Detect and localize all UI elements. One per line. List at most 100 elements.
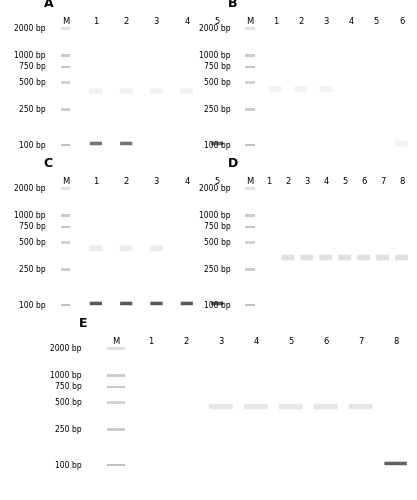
FancyBboxPatch shape — [279, 404, 303, 409]
Text: 4: 4 — [349, 17, 354, 26]
FancyBboxPatch shape — [395, 254, 408, 260]
Text: 2000 bp: 2000 bp — [199, 184, 230, 193]
Text: 750 bp: 750 bp — [19, 222, 46, 231]
FancyBboxPatch shape — [90, 142, 102, 145]
Text: 1: 1 — [273, 17, 278, 26]
Text: A: A — [44, 0, 53, 10]
Text: M: M — [246, 177, 254, 186]
Bar — [245, 226, 255, 228]
Text: 1: 1 — [148, 337, 153, 346]
Text: M: M — [112, 337, 120, 346]
Text: M: M — [62, 17, 69, 26]
Text: 500 bp: 500 bp — [19, 78, 46, 87]
Text: 1000 bp: 1000 bp — [14, 211, 46, 220]
FancyBboxPatch shape — [120, 246, 133, 251]
Text: 100 bp: 100 bp — [19, 301, 46, 310]
Text: 250 bp: 250 bp — [204, 105, 230, 114]
Text: 1000 bp: 1000 bp — [199, 211, 230, 220]
Text: 500 bp: 500 bp — [203, 238, 230, 247]
Text: B: B — [229, 0, 238, 10]
FancyBboxPatch shape — [89, 246, 102, 251]
FancyBboxPatch shape — [281, 254, 294, 260]
Text: 100 bp: 100 bp — [55, 461, 81, 470]
Text: 5: 5 — [214, 177, 220, 186]
Text: 5: 5 — [214, 17, 220, 26]
Text: 2: 2 — [298, 17, 303, 26]
Text: 3: 3 — [154, 17, 159, 26]
Text: 750 bp: 750 bp — [19, 62, 46, 71]
Text: 3: 3 — [218, 337, 224, 346]
Bar — [61, 268, 70, 270]
Text: 5: 5 — [374, 17, 379, 26]
FancyBboxPatch shape — [349, 404, 372, 409]
FancyBboxPatch shape — [181, 88, 193, 94]
FancyBboxPatch shape — [294, 86, 307, 92]
Bar — [245, 144, 255, 146]
Text: 750 bp: 750 bp — [203, 62, 230, 71]
Bar — [61, 27, 70, 30]
Bar — [245, 304, 255, 306]
Bar — [245, 108, 255, 110]
FancyBboxPatch shape — [150, 246, 163, 251]
Text: 4: 4 — [323, 177, 329, 186]
Text: 5: 5 — [342, 177, 347, 186]
Bar — [61, 304, 70, 306]
Bar — [61, 214, 70, 216]
Text: 750 bp: 750 bp — [55, 382, 81, 391]
Text: 500 bp: 500 bp — [19, 238, 46, 247]
Text: D: D — [229, 157, 239, 170]
Text: M: M — [62, 177, 69, 186]
FancyBboxPatch shape — [314, 404, 338, 409]
Text: 250 bp: 250 bp — [55, 425, 81, 434]
Text: 2000 bp: 2000 bp — [14, 24, 46, 33]
FancyBboxPatch shape — [89, 88, 102, 94]
Text: 4: 4 — [184, 17, 189, 26]
Text: 1000 bp: 1000 bp — [50, 371, 81, 380]
FancyBboxPatch shape — [120, 88, 133, 94]
Text: 8: 8 — [393, 337, 398, 346]
Text: 100 bp: 100 bp — [204, 301, 230, 310]
Bar — [245, 242, 255, 244]
Bar — [107, 428, 125, 430]
Text: 500 bp: 500 bp — [55, 398, 81, 407]
Bar — [245, 54, 255, 56]
Text: 2000 bp: 2000 bp — [199, 24, 230, 33]
FancyBboxPatch shape — [151, 302, 163, 305]
Text: 7: 7 — [380, 177, 385, 186]
Bar — [107, 402, 125, 404]
FancyBboxPatch shape — [384, 462, 407, 465]
Text: 2000 bp: 2000 bp — [14, 184, 46, 193]
Text: 2: 2 — [183, 337, 188, 346]
Bar — [61, 54, 70, 56]
FancyBboxPatch shape — [90, 302, 102, 305]
Text: 3: 3 — [304, 177, 309, 186]
Text: 1: 1 — [93, 177, 98, 186]
FancyBboxPatch shape — [244, 404, 268, 409]
Text: C: C — [44, 157, 53, 170]
Text: 2: 2 — [123, 177, 129, 186]
Text: 4: 4 — [184, 177, 189, 186]
Text: 1: 1 — [266, 177, 271, 186]
Text: 250 bp: 250 bp — [204, 265, 230, 274]
Text: 2: 2 — [123, 17, 129, 26]
Text: 3: 3 — [154, 177, 159, 186]
FancyBboxPatch shape — [181, 302, 193, 305]
Text: 500 bp: 500 bp — [203, 78, 230, 87]
Text: 6: 6 — [323, 337, 329, 346]
Bar — [61, 226, 70, 228]
Bar — [61, 144, 70, 146]
Text: 1000 bp: 1000 bp — [14, 51, 46, 60]
Bar — [107, 386, 125, 388]
Bar — [61, 108, 70, 110]
Text: 100 bp: 100 bp — [19, 141, 46, 150]
FancyBboxPatch shape — [120, 302, 132, 305]
Text: 3: 3 — [323, 17, 329, 26]
FancyBboxPatch shape — [301, 254, 313, 260]
Bar — [61, 187, 70, 190]
Bar — [245, 268, 255, 270]
FancyBboxPatch shape — [269, 86, 282, 92]
Bar — [61, 66, 70, 68]
FancyBboxPatch shape — [150, 88, 163, 94]
Text: 6: 6 — [399, 17, 404, 26]
FancyBboxPatch shape — [357, 254, 370, 260]
